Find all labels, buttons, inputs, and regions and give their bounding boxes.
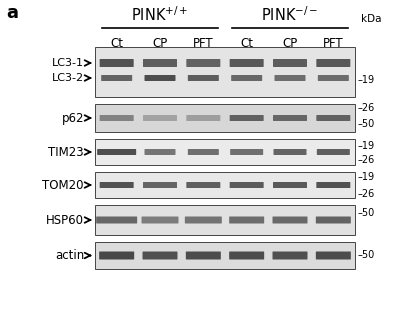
FancyBboxPatch shape [100,115,134,121]
Text: –19: –19 [358,172,375,182]
FancyBboxPatch shape [100,59,134,67]
Text: –26: –26 [358,189,375,199]
Text: p62: p62 [62,111,84,125]
Bar [95,104,355,132]
FancyBboxPatch shape [317,149,350,155]
Text: LC3-2: LC3-2 [52,73,84,83]
FancyBboxPatch shape [185,216,222,223]
FancyBboxPatch shape [273,59,307,67]
Text: –26: –26 [358,155,375,165]
FancyBboxPatch shape [316,59,350,67]
Bar [95,205,355,235]
Bar [95,47,355,97]
FancyBboxPatch shape [101,75,132,81]
Text: kDa: kDa [361,14,382,24]
FancyBboxPatch shape [186,251,221,260]
FancyBboxPatch shape [273,115,307,121]
FancyBboxPatch shape [144,75,176,81]
Text: –19: –19 [358,140,375,150]
FancyBboxPatch shape [229,216,264,223]
FancyBboxPatch shape [186,59,220,67]
FancyBboxPatch shape [272,216,308,223]
Bar [95,172,355,198]
FancyBboxPatch shape [143,115,177,121]
FancyBboxPatch shape [99,251,134,260]
Text: Ct: Ct [240,37,253,50]
FancyBboxPatch shape [316,115,350,121]
Text: TIM23: TIM23 [48,146,84,158]
FancyBboxPatch shape [143,59,177,67]
FancyBboxPatch shape [318,75,349,81]
FancyBboxPatch shape [231,75,262,81]
FancyBboxPatch shape [186,182,220,188]
Text: CP: CP [282,37,298,50]
FancyBboxPatch shape [274,149,306,155]
FancyBboxPatch shape [144,149,176,155]
FancyBboxPatch shape [143,182,177,188]
FancyBboxPatch shape [230,149,263,155]
Text: PFT: PFT [323,37,344,50]
FancyBboxPatch shape [229,251,264,260]
FancyBboxPatch shape [316,182,350,188]
Bar [95,139,355,165]
FancyBboxPatch shape [97,149,136,155]
Text: –50: –50 [358,118,375,128]
FancyBboxPatch shape [274,75,306,81]
FancyBboxPatch shape [316,216,351,223]
FancyBboxPatch shape [188,149,219,155]
Text: PINK$^{-/-}$: PINK$^{-/-}$ [261,5,319,24]
FancyBboxPatch shape [142,216,178,223]
Text: TOM20: TOM20 [42,178,84,192]
Text: a: a [6,4,18,22]
Text: –50: –50 [358,208,375,218]
FancyBboxPatch shape [188,75,219,81]
FancyBboxPatch shape [96,216,137,223]
Text: –26: –26 [358,103,375,113]
FancyBboxPatch shape [272,251,308,260]
Text: HSP60: HSP60 [46,213,84,226]
FancyBboxPatch shape [230,115,264,121]
FancyBboxPatch shape [186,115,220,121]
Bar [95,242,355,269]
Text: PINK$^{+/+}$: PINK$^{+/+}$ [131,5,189,24]
FancyBboxPatch shape [230,59,264,67]
FancyBboxPatch shape [316,251,351,260]
Text: –50: –50 [358,251,375,260]
FancyBboxPatch shape [142,251,178,260]
Text: CP: CP [152,37,168,50]
FancyBboxPatch shape [100,182,134,188]
FancyBboxPatch shape [230,182,264,188]
Text: PFT: PFT [193,37,214,50]
Text: actin: actin [55,249,84,262]
Text: –19: –19 [358,74,375,84]
Text: Ct: Ct [110,37,123,50]
FancyBboxPatch shape [273,182,307,188]
Text: LC3-1: LC3-1 [52,58,84,68]
